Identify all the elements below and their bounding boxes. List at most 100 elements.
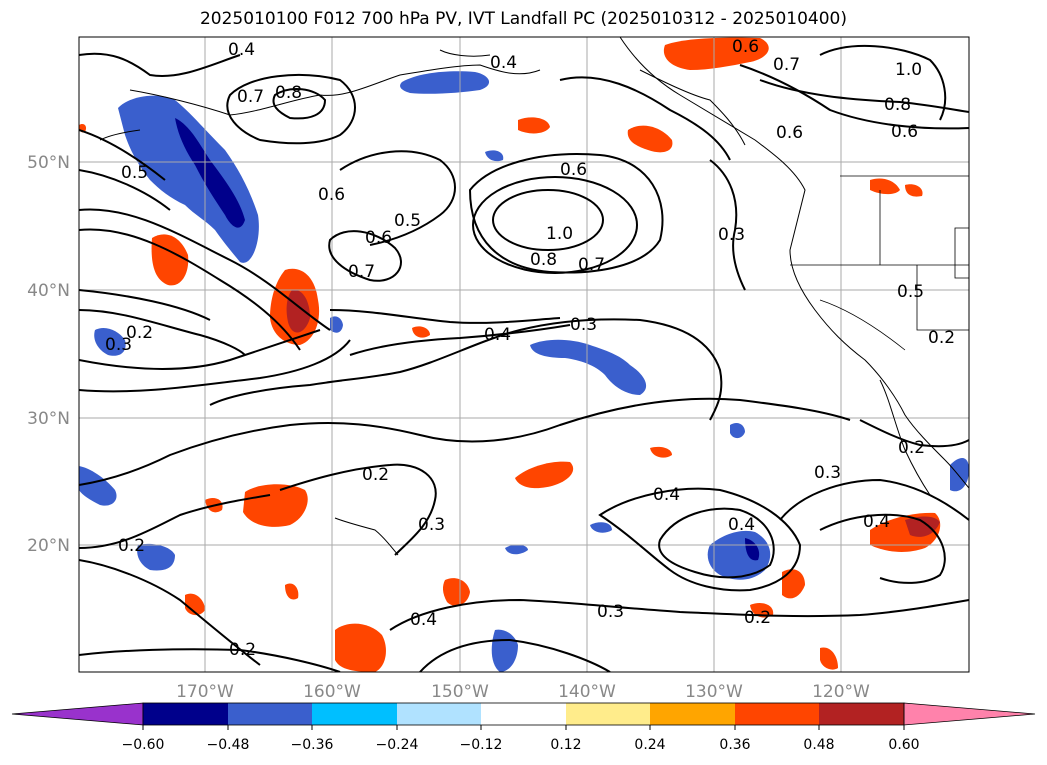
coastline: [879, 379, 931, 496]
contour-line: [79, 648, 341, 672]
negative-anomaly-region: [590, 522, 612, 533]
border-line: [819, 299, 906, 351]
contour-label: 0.7: [237, 87, 264, 107]
negative-anomaly-region: [950, 458, 969, 492]
colorbar-segment: [312, 703, 397, 725]
negative-anomaly-core: [745, 538, 760, 561]
contour-label: 0.3: [570, 315, 597, 335]
colorbar-tick-label: −0.36: [291, 737, 334, 753]
contour-label: 0.8: [530, 250, 557, 270]
contour-label: 0.4: [863, 512, 890, 532]
colorbar-frame: [142, 702, 905, 726]
contour-label: 0.3: [718, 225, 745, 245]
contour-line: [79, 397, 851, 486]
contour-label: 0.5: [897, 282, 924, 302]
contour-line: [859, 419, 969, 448]
positive-anomaly-region: [650, 446, 672, 458]
positive-anomaly-region: [820, 647, 838, 670]
contour-label: 0.6: [560, 160, 587, 180]
contour-line: [79, 228, 301, 351]
contour-line: [79, 169, 171, 211]
contour-label: 0.2: [118, 536, 145, 556]
contour-label: 1.0: [546, 224, 573, 244]
positive-anomaly-region: [905, 184, 923, 197]
contour-label: 0.6: [891, 122, 918, 142]
lon-label: 150°W: [431, 682, 489, 702]
contour-labels: 0.4 0.7 0.8 0.5 0.6 0.5 0.6 0.7 1.0 0.8 …: [105, 37, 955, 660]
contour-label: 0.6: [732, 37, 759, 57]
coastline: [639, 69, 746, 146]
colorbar-tick-label: 0.48: [803, 737, 834, 753]
colorbar-segment: [397, 703, 481, 725]
contour-label: 0.2: [126, 323, 153, 343]
colorbar-segment: [228, 703, 312, 725]
negative-anomaly-region: [137, 543, 175, 571]
contour-label: 0.3: [814, 463, 841, 483]
contour-label: 0.2: [928, 328, 955, 348]
contour-line: [759, 79, 969, 113]
positive-anomaly-core: [905, 516, 940, 537]
positive-anomaly-region: [782, 569, 805, 599]
colorbar-tick-label: −0.60: [122, 737, 165, 753]
colorbar-segment: [650, 703, 735, 725]
colorbar-segment: [481, 703, 566, 725]
positive-anomaly-region: [518, 117, 550, 134]
contour-label: 0.8: [884, 95, 911, 115]
colorbar-tick-label: −0.12: [460, 737, 503, 753]
negative-anomaly-region: [505, 544, 528, 555]
contour-label: 0.5: [121, 163, 148, 183]
contour-label: 0.4: [728, 515, 755, 535]
positive-anomaly-region: [412, 326, 430, 338]
contour-label: 0.2: [362, 465, 389, 485]
contour-line: [339, 150, 456, 246]
negative-anomaly-region: [118, 95, 259, 263]
contour-line: [819, 45, 947, 121]
contour-line: [272, 88, 327, 120]
positive-anomaly-core: [286, 289, 310, 333]
lon-label: 170°W: [176, 682, 234, 702]
coastline: [334, 517, 399, 556]
contours: [79, 45, 969, 672]
contour-line: [658, 507, 775, 579]
map-frame: [78, 36, 970, 673]
negative-anomaly-region: [730, 422, 745, 439]
graticule: [79, 37, 969, 672]
contour-line: [79, 289, 211, 321]
contour-label: 0.4: [410, 610, 437, 630]
lon-label: 120°W: [812, 682, 870, 702]
contour-line: [209, 318, 723, 421]
positive-anomaly-region: [335, 623, 386, 672]
positive-anomaly-region: [627, 125, 673, 153]
contour-label: 0.2: [229, 640, 256, 660]
latitude-labels: 50°N 40°N 30°N 20°N: [27, 153, 70, 556]
contour-label: 0.5: [394, 211, 421, 231]
negative-anomaly-region: [94, 328, 126, 356]
contour-label: 0.2: [744, 608, 771, 628]
negative-anomaly-region: [491, 629, 518, 672]
lat-label: 40°N: [27, 281, 70, 301]
colorbar-segment: [735, 703, 819, 725]
colorbar-segment: [566, 703, 650, 725]
positive-anomaly-region: [442, 578, 470, 606]
coastline: [619, 37, 969, 489]
coastlines: [99, 37, 969, 556]
contour-label: 0.4: [653, 485, 680, 505]
political-borders: [790, 175, 969, 351]
colorbar-tick-labels: −0.60 −0.48 −0.36 −0.24 −0.12 0.12 0.24 …: [122, 737, 920, 753]
colorbar-tick-label: −0.24: [376, 737, 419, 753]
contour-line: [819, 513, 946, 584]
contour-label: 0.4: [228, 40, 255, 60]
contour-label: 0.8: [275, 83, 302, 103]
colorbar-tick-label: 0.24: [634, 737, 665, 753]
contour-line: [79, 339, 351, 393]
contour-line: [709, 159, 746, 291]
colorbar-tick-label: 0.60: [888, 737, 919, 753]
colorbar: −0.60 −0.48 −0.36 −0.24 −0.12 0.12 0.24 …: [11, 702, 1036, 753]
contour-line: [329, 309, 561, 324]
positive-anomaly-region: [243, 484, 308, 527]
lon-label: 140°W: [558, 682, 616, 702]
contour-line: [779, 478, 969, 521]
contour-line: [598, 487, 802, 592]
contour-line: [492, 189, 604, 251]
colorbar-extend-high: [903, 702, 1036, 726]
